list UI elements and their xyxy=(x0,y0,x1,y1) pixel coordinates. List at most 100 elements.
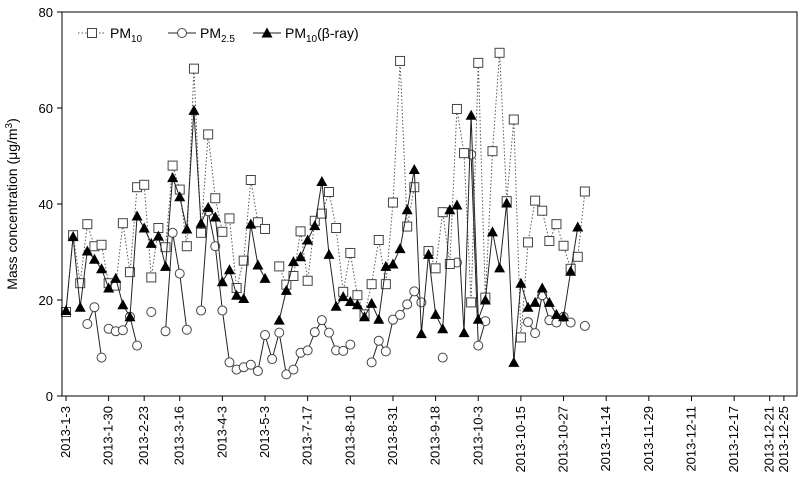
data-point xyxy=(160,260,172,271)
data-point xyxy=(501,197,513,208)
data-point xyxy=(238,255,249,266)
data-point xyxy=(387,314,398,325)
data-point xyxy=(238,293,250,304)
data-point xyxy=(337,291,349,302)
legend-entry: PM10 xyxy=(78,25,143,45)
data-point xyxy=(494,47,505,58)
data-point xyxy=(202,201,214,212)
data-point xyxy=(146,272,157,283)
data-point xyxy=(473,340,484,351)
data-point xyxy=(252,366,263,377)
data-point xyxy=(515,277,527,288)
data-point xyxy=(401,204,413,215)
data-point xyxy=(316,175,328,186)
x-tick-label: 2013-12-25 xyxy=(776,406,791,473)
x-tick-label: 2013-3-16 xyxy=(172,406,187,465)
data-point xyxy=(487,146,498,157)
legend-marker xyxy=(87,28,97,38)
data-point xyxy=(415,328,427,339)
series-line xyxy=(200,211,351,376)
data-point xyxy=(281,369,292,380)
data-point xyxy=(373,335,384,346)
data-point xyxy=(515,332,526,343)
legend-entry: PM10(β-ray) xyxy=(253,25,359,45)
y-tick-label: 60 xyxy=(39,101,53,116)
data-point xyxy=(181,324,192,335)
data-point xyxy=(216,276,228,287)
data-point xyxy=(352,290,363,301)
data-point xyxy=(536,282,548,293)
data-point xyxy=(110,272,122,283)
x-tick-label: 2013-9-18 xyxy=(428,406,443,465)
legend-label-base: PM xyxy=(285,25,306,41)
data-point xyxy=(543,296,555,307)
data-point xyxy=(338,345,349,356)
data-point xyxy=(558,311,570,322)
legend-label-base: PM xyxy=(110,25,131,41)
series-line xyxy=(165,232,188,332)
data-point xyxy=(466,297,477,308)
data-point xyxy=(139,179,150,190)
data-point xyxy=(274,261,285,272)
data-point xyxy=(523,317,534,328)
data-point xyxy=(267,354,278,365)
series-line xyxy=(86,305,102,358)
data-point xyxy=(152,230,164,241)
data-point xyxy=(530,328,541,339)
series-line xyxy=(278,60,415,317)
data-point xyxy=(160,242,171,253)
data-point xyxy=(288,271,299,281)
data-point xyxy=(402,221,413,232)
y-axis-title-close: ) xyxy=(4,118,20,123)
y-tick-label: 20 xyxy=(39,293,53,308)
legend-label-base: PM xyxy=(200,25,221,41)
data-point xyxy=(231,289,243,300)
data-point xyxy=(380,279,391,290)
legend-label-sub: 10 xyxy=(131,34,143,45)
data-point xyxy=(345,247,356,258)
legend-entry: PM2.5 xyxy=(168,25,235,45)
data-point xyxy=(60,305,72,316)
data-point xyxy=(465,109,477,120)
data-point xyxy=(181,241,192,252)
data-point xyxy=(295,226,306,237)
data-point xyxy=(287,256,299,267)
x-tick-label: 2013-10-3 xyxy=(470,406,485,465)
data-point xyxy=(550,308,562,319)
data-point xyxy=(196,305,207,316)
data-point xyxy=(316,315,327,326)
data-point xyxy=(245,359,256,370)
data-point xyxy=(167,172,179,183)
data-point xyxy=(323,248,335,259)
data-point xyxy=(132,340,143,351)
data-point xyxy=(522,301,534,312)
data-point xyxy=(451,199,463,210)
data-point xyxy=(103,282,115,293)
data-point xyxy=(579,186,590,197)
data-point xyxy=(309,220,321,231)
data-point xyxy=(124,311,136,322)
legend-marker xyxy=(177,28,187,38)
data-point xyxy=(82,219,93,230)
data-point xyxy=(302,275,313,286)
x-tick-label: 2013-8-31 xyxy=(385,406,400,465)
data-point xyxy=(82,319,93,329)
data-point xyxy=(430,308,442,319)
data-point xyxy=(210,193,221,204)
y-axis-title-sup: 3 xyxy=(4,122,15,128)
data-point xyxy=(74,301,86,312)
data-point xyxy=(224,213,235,224)
data-point xyxy=(387,258,399,269)
plot-frame xyxy=(61,11,798,397)
data-point xyxy=(508,114,519,125)
data-point xyxy=(75,278,86,289)
x-tick-label: 2013-1-30 xyxy=(101,406,116,465)
data-point xyxy=(451,103,462,114)
legend: PM10 PM2.5 PM10(β-ray) xyxy=(78,25,359,45)
y-tick-label: 40 xyxy=(39,197,53,212)
y-axis-title-main: Mass concentration (μg/m xyxy=(4,128,20,289)
data-point xyxy=(395,309,406,320)
x-tick-label: 2013-12-11 xyxy=(683,406,698,472)
y-tick-label: 80 xyxy=(39,5,53,20)
